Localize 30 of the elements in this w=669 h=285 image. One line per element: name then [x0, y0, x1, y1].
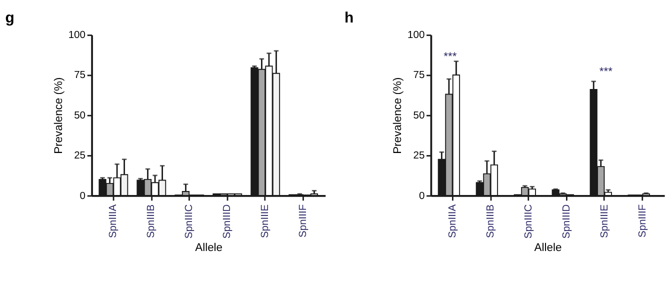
y-tick-label: 25 [74, 150, 86, 162]
y-tick-label: 100 [408, 30, 425, 42]
x-axis-title: Allele [195, 242, 223, 254]
y-tick-label: 0 [80, 190, 86, 202]
y-tick-label: 0 [418, 190, 425, 202]
annotation: *** [599, 66, 614, 78]
y-axis-title: Prevalence (%) [392, 77, 404, 154]
x-tick-label: SpnIIID [222, 204, 234, 239]
x-tick-label: SpnIIIB [146, 204, 158, 238]
x-tick-label: SpnIIIC [523, 204, 534, 239]
x-tick-label: SpnIIIA [447, 204, 458, 238]
chart-title: g [5, 10, 14, 27]
x-tick-label: SpnIIIC [184, 204, 196, 239]
chart-title: h [344, 10, 354, 27]
y-tick-label: 100 [68, 30, 86, 42]
y-tick-label: 50 [74, 110, 86, 122]
x-tick-label: SpnIIIF [298, 204, 310, 238]
x-tick-label: SpnIIIF [637, 204, 648, 238]
annotation: *** [444, 51, 458, 64]
x-tick-label: SpnIIIB [485, 204, 496, 238]
x-tick-label: SpnIIIE [599, 204, 610, 238]
x-tick-label: SpnIIIE [260, 204, 272, 238]
y-tick-label: 75 [74, 70, 86, 82]
x-tick-label: SpnIIIA [108, 204, 120, 238]
y-tick-label: 25 [413, 150, 425, 162]
y-tick-label: 75 [413, 70, 425, 82]
x-axis-title: Allele [534, 242, 562, 254]
x-tick-label: SpnIIID [561, 204, 572, 239]
y-axis-title: Prevalence (%) [52, 77, 65, 154]
y-tick-label: 50 [413, 110, 425, 122]
